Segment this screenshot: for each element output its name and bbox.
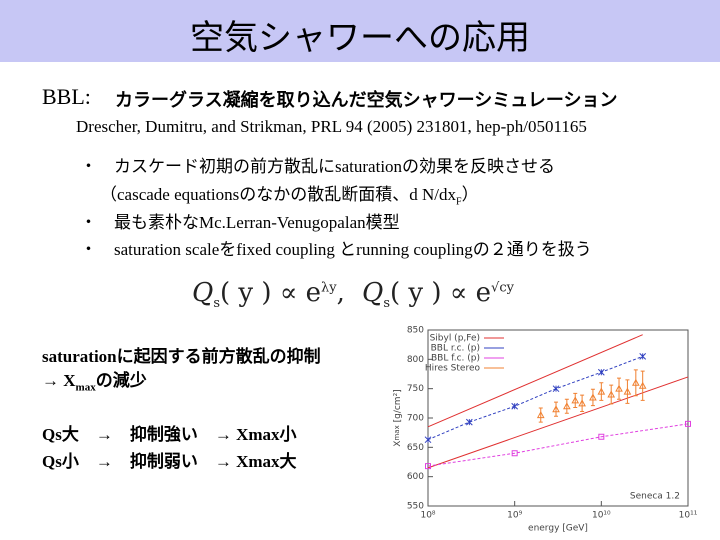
y-tick-label: 700 (407, 414, 424, 424)
marker (465, 418, 473, 426)
x-axis-label: energy [GeV] (528, 524, 588, 534)
intro-title: カラーグラス凝縮を取り込んだ空気シャワーシミュレーション (115, 90, 618, 111)
error-bar (554, 401, 559, 417)
reference: Drescher, Dumitru, and Strikman, PRL 94 … (76, 117, 587, 136)
x-tick-label: 10¹¹ (679, 511, 698, 521)
marker (552, 385, 560, 393)
marker (552, 405, 560, 413)
marker (631, 378, 640, 386)
legend-label: BBL r.c. (p) (431, 344, 480, 354)
formula-part: ( y ) ∝ e (390, 278, 492, 308)
x-tick-label: 10¹⁰ (592, 511, 611, 521)
error-bar (617, 377, 622, 400)
error-bar (599, 382, 604, 401)
bullet-marker: ・ (80, 240, 97, 259)
y-axis-label-part: X (393, 441, 403, 447)
error-bar (640, 370, 645, 401)
bullet-marker: ・ (80, 213, 97, 232)
chart: 550 600 650 700 750 800 850 10⁸ 10⁹ 10¹⁰ 10¹¹ energ… (393, 326, 698, 534)
legend-label: BBL f.c. (p) (431, 354, 480, 364)
error-bar (633, 369, 638, 397)
y-tick-label: 800 (407, 355, 424, 365)
conclusion: → Xmaxの減少 (42, 366, 147, 393)
y-axis-label-part: max (393, 425, 401, 440)
intro-label: BBL: (42, 84, 91, 109)
error-bar (580, 394, 585, 413)
formula-part: λy (321, 280, 337, 296)
marker (563, 402, 571, 410)
error-bar (538, 407, 543, 423)
marker (578, 399, 586, 407)
bullet: ・ 最も素朴なMc.Lerran-Venugopalan模型 (80, 208, 400, 233)
marker (615, 384, 623, 392)
marker (607, 390, 616, 398)
formula-part: Q (362, 278, 384, 308)
title: 空気シャワーへの応用 (190, 18, 530, 58)
subscript: F (456, 196, 462, 208)
error-bar (564, 398, 569, 414)
formula-part: √cy (491, 280, 514, 296)
conclusion: saturationに起因する前方散乱の抑制 (42, 347, 321, 366)
marker (571, 396, 580, 404)
marker (511, 402, 519, 410)
title-bar (0, 0, 720, 62)
marker (623, 387, 632, 395)
marker (511, 450, 518, 457)
y-axis-label-part: [g/cm²] (393, 389, 403, 425)
y-tick-label: 600 (407, 472, 424, 482)
marker (536, 411, 545, 419)
marker (425, 463, 431, 470)
formula-part: s (383, 296, 390, 312)
formula-part: s (213, 296, 220, 312)
bullet-text: （cascade equationsのなかの散乱断面積、d N/dx (100, 185, 456, 204)
legend-label: Hires Stereo (425, 364, 481, 374)
series-line (427, 334, 643, 428)
error-bar (609, 384, 614, 405)
formula-part: , (336, 278, 345, 308)
bullet-text: 最も素朴なMc.Lerran-Venugopalan模型 (114, 213, 400, 232)
y-tick-label: 750 (407, 384, 424, 394)
bullet: ・ カスケード初期の前方散乱にsaturationの効果を反映させる (80, 152, 555, 177)
bullet: （cascade equationsのなかの散乱断面積、d N/dxF） (100, 180, 479, 207)
formula: Qs( y ) ∝ eλy, (192, 278, 345, 311)
subscript: max (75, 381, 96, 394)
formula: Qs( y ) ∝ e√cy (362, 278, 514, 311)
marker (639, 353, 647, 360)
formula-part: ( y ) ∝ e (220, 278, 322, 308)
formula-part: Q (192, 278, 214, 308)
series-line (427, 376, 689, 469)
y-tick-label: 550 (407, 502, 424, 512)
text: → X (42, 371, 76, 390)
bullet-text: ） (461, 185, 479, 204)
series-line (427, 423, 689, 467)
conclusion: Qs小 → 抑制弱い → Xmax大 (42, 452, 297, 471)
bullet-text: カスケード初期の前方散乱にsaturationの効果を反映させる (114, 157, 556, 176)
series-line (427, 355, 643, 441)
bullet: ・ saturation scaleをfixed coupling とrunni… (80, 235, 592, 260)
error-bar (590, 388, 595, 407)
bullet-text: saturation scaleをfixed coupling とrunning… (114, 240, 592, 259)
marker (638, 381, 647, 389)
marker (685, 420, 691, 427)
marker (424, 436, 432, 444)
x-tick-label: 10⁹ (507, 511, 522, 521)
marker (597, 387, 606, 395)
legend-label: Sibyl (p,Fe) (430, 334, 480, 344)
conclusion: Qs大 → 抑制強い → Xmax小 (42, 425, 297, 444)
y-tick-label: 850 (407, 326, 424, 336)
annotation: Seneca 1.2 (630, 492, 680, 502)
bullet-marker: ・ (80, 157, 97, 176)
text: の減少 (95, 371, 147, 390)
x-tick-label: 10⁸ (420, 511, 435, 521)
marker (589, 393, 597, 401)
error-bar (625, 379, 630, 404)
y-axis-label: Xmax [g/cm²] (393, 389, 403, 446)
error-bar (573, 392, 578, 408)
marker (598, 433, 605, 440)
y-tick-label: 650 (407, 443, 424, 453)
marker (597, 368, 605, 376)
